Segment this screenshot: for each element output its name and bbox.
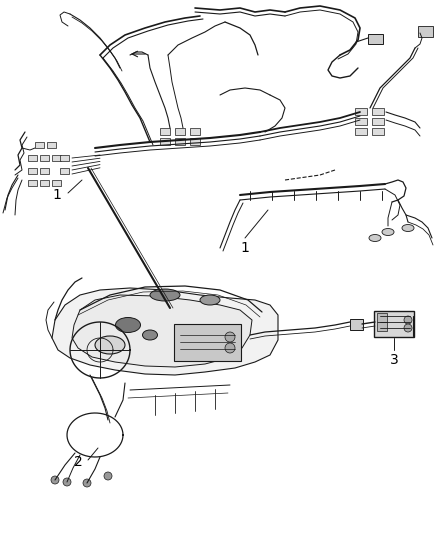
FancyBboxPatch shape (377, 313, 387, 322)
Polygon shape (72, 295, 252, 367)
FancyBboxPatch shape (174, 324, 241, 361)
FancyBboxPatch shape (160, 128, 170, 135)
Circle shape (63, 478, 71, 486)
Circle shape (404, 316, 412, 324)
FancyBboxPatch shape (190, 128, 200, 135)
Circle shape (83, 479, 91, 487)
FancyBboxPatch shape (160, 138, 170, 146)
Text: 2: 2 (74, 455, 82, 469)
FancyBboxPatch shape (40, 155, 49, 161)
Text: 3: 3 (390, 353, 399, 367)
Circle shape (104, 472, 112, 480)
Circle shape (404, 324, 412, 332)
FancyBboxPatch shape (417, 26, 432, 36)
FancyBboxPatch shape (52, 180, 61, 187)
FancyBboxPatch shape (40, 180, 49, 187)
FancyBboxPatch shape (60, 168, 69, 174)
Polygon shape (52, 288, 278, 375)
FancyBboxPatch shape (355, 118, 367, 125)
Circle shape (225, 343, 235, 353)
Circle shape (225, 332, 235, 342)
FancyBboxPatch shape (40, 168, 49, 174)
Text: 1: 1 (53, 188, 61, 202)
Ellipse shape (200, 295, 220, 305)
Text: 1: 1 (240, 241, 249, 255)
Ellipse shape (95, 336, 125, 354)
FancyBboxPatch shape (372, 128, 384, 135)
FancyBboxPatch shape (372, 118, 384, 125)
FancyBboxPatch shape (28, 168, 37, 174)
FancyBboxPatch shape (350, 319, 363, 329)
FancyBboxPatch shape (47, 142, 57, 148)
FancyBboxPatch shape (367, 34, 382, 44)
FancyBboxPatch shape (355, 108, 367, 115)
Ellipse shape (116, 318, 141, 333)
FancyBboxPatch shape (372, 108, 384, 115)
FancyBboxPatch shape (190, 138, 200, 146)
FancyBboxPatch shape (52, 155, 61, 161)
FancyBboxPatch shape (28, 180, 37, 187)
FancyBboxPatch shape (355, 128, 367, 135)
FancyBboxPatch shape (60, 155, 69, 161)
Circle shape (51, 476, 59, 484)
FancyBboxPatch shape (175, 128, 185, 135)
Ellipse shape (402, 224, 414, 231)
FancyBboxPatch shape (35, 142, 44, 148)
Ellipse shape (369, 235, 381, 241)
FancyBboxPatch shape (175, 138, 185, 146)
Ellipse shape (150, 289, 180, 301)
Ellipse shape (142, 330, 158, 340)
FancyBboxPatch shape (377, 322, 387, 332)
Ellipse shape (382, 229, 394, 236)
FancyBboxPatch shape (28, 155, 37, 161)
FancyBboxPatch shape (374, 311, 414, 337)
